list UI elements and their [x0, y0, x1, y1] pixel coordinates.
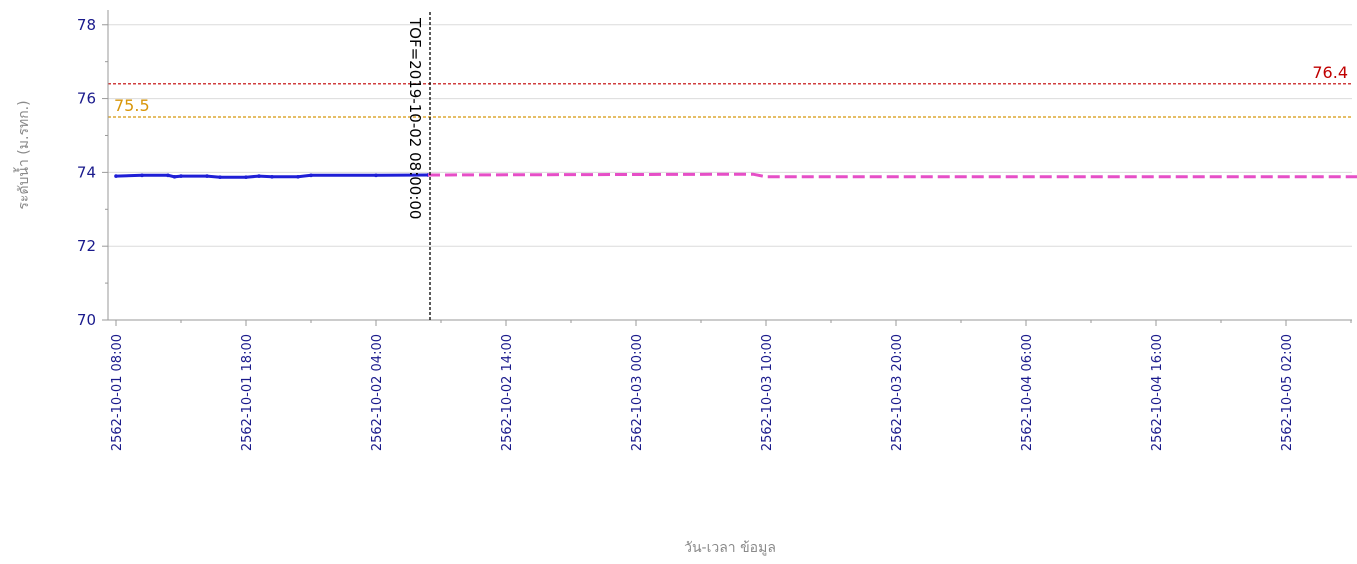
observed-point — [218, 175, 222, 179]
series-lines — [114, 172, 1357, 179]
observed-point — [309, 173, 313, 178]
x-tick-label: 2562-10-01 18:00 — [240, 334, 255, 451]
x-tick-label: 2562-10-03 20:00 — [890, 334, 905, 451]
y-tick-label: 78 — [77, 16, 96, 34]
observed-point — [244, 175, 248, 179]
x-tick-label: 2562-10-04 06:00 — [1020, 334, 1035, 451]
observed-point — [140, 173, 144, 178]
x-tick-label: 2562-10-03 00:00 — [630, 334, 645, 451]
observed-point — [166, 173, 170, 178]
reference-lines: 76.4 75.5 — [108, 63, 1352, 118]
y-tick-label: 74 — [77, 163, 96, 181]
y-tick-label: 70 — [77, 311, 96, 329]
observed-point — [114, 174, 118, 178]
reference-line-label: 76.4 — [1312, 63, 1348, 82]
observed-point — [205, 174, 209, 178]
observed-point — [257, 174, 261, 178]
annotations: TOF=2019-10-02 08:00:00 — [406, 12, 431, 320]
x-tick-label: 2562-10-01 08:00 — [110, 334, 125, 451]
x-tick-label: 2562-10-05 02:00 — [1280, 334, 1295, 451]
observed-point — [172, 175, 177, 179]
observed-point — [374, 173, 378, 178]
x-tick-label: 2562-10-03 10:00 — [760, 334, 775, 451]
reference-line-label: 75.5 — [114, 96, 150, 115]
forecast-series-line — [427, 172, 1357, 179]
observed-point — [296, 175, 300, 179]
y-axis-title: ระดับน้ำ (ม.รทก.) — [13, 100, 32, 209]
tick-labels: 70 72 74 76 78 2562-10-01 08:00 2562-10-01 18:… — [77, 16, 1295, 451]
tof-label: TOF=2019-10-02 08:00:00 — [406, 17, 424, 219]
y-tick-label: 76 — [77, 90, 96, 108]
x-tick-label: 2562-10-02 14:00 — [500, 334, 515, 451]
x-tick-label: 2562-10-02 04:00 — [370, 334, 385, 451]
observed-point — [270, 175, 274, 179]
observed-point — [179, 174, 183, 178]
y-tick-label: 72 — [77, 237, 96, 255]
gridlines — [108, 24, 1352, 321]
x-tick-label: 2562-10-04 16:00 — [1150, 334, 1165, 451]
x-axis-title: วัน-เวลา ข้อมูล — [684, 540, 776, 556]
axes — [102, 10, 1352, 326]
